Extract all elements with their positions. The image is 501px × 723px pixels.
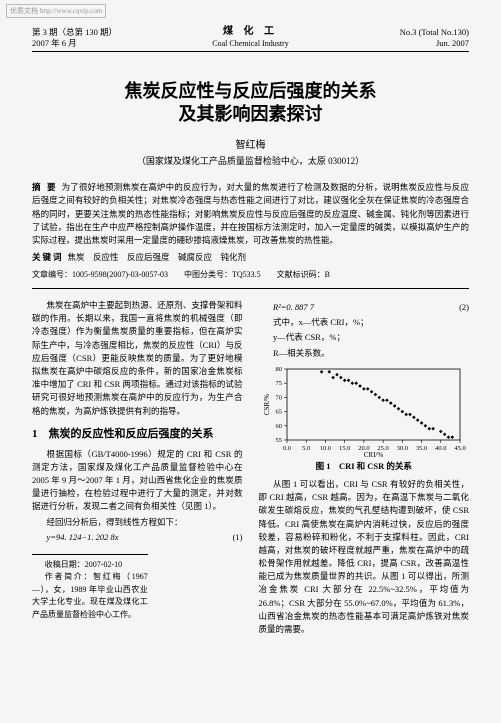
svg-text:35.0: 35.0 [416,445,427,452]
figure-1: 0.05.010.015.020.025.030.035.040.045.055… [259,363,470,473]
keyword-text: 焦炭 反应性 反应后强度 碱腐反应 钝化剂 [68,252,247,262]
footnote: 收稿日期：2007-02-10 作者简介：智红梅（1967—），女，1989 年… [32,554,148,621]
variable-def: y—代表 CSR，%； [273,331,469,344]
equation-body: y=94. 124−1. 202 8x [46,531,118,544]
paragraph: 经回归分析后，得到线性方程如下： [32,516,243,529]
title-line-2: 及其影响因素探讨 [32,103,469,126]
variable-def: R—相关系数。 [273,347,469,360]
scatter-chart: 0.05.010.015.020.025.030.035.040.045.055… [261,363,466,458]
equation-number: (1) [233,531,243,544]
svg-text:60: 60 [276,423,283,430]
svg-text:CRI/%: CRI/% [364,451,384,458]
running-header: 第 3 期（总第 130 期） 2007 年 6 月 煤 化 工 Coal Ch… [32,26,469,52]
svg-text:75: 75 [276,380,283,387]
paragraph: 根据国标（GB/T4000-1996）规定的 CRI 和 CSR 的测定方法，国… [32,448,243,514]
svg-text:80: 80 [276,366,283,373]
abstract-label: 摘 要 [32,182,58,192]
svg-text:55: 55 [276,437,283,444]
right-column: R²=0. 887 7 (2) 式中，x—代表 CRI，%； y—代表 CSR，… [259,299,470,638]
paragraph: 从图 1 可以看出，CRI 与 CSR 有较好的负相关性，即 CRI 越高，CS… [259,478,470,636]
svg-text:10.0: 10.0 [320,445,331,452]
journal-title-cn: 煤 化 工 [157,26,344,39]
rule [32,288,469,289]
paragraph: 焦炭在高炉中主要起到热源、还原剂、支撑骨架和料碳的作用。长期以来，我国一直将焦炭… [32,299,243,418]
equation-number: (2) [459,301,469,314]
svg-text:30.0: 30.0 [397,445,408,452]
keywords: 关键词焦炭 反应性 反应后强度 碱腐反应 钝化剂 [32,251,469,263]
left-column: 焦炭在高炉中主要起到热源、还原剂、支撑骨架和料碳的作用。长期以来，我国一直将焦炭… [32,299,243,638]
svg-text:5.0: 5.0 [302,445,310,452]
title-line-1: 焦炭反应性与反应后强度的关系 [32,80,469,103]
header-center: 煤 化 工 Coal Chemical Industry [157,26,344,49]
equation-body: R²=0. 887 7 [273,301,314,314]
classification-codes: 文章编号：1005-9598(2007)-03-0057-03 中图分类号：TQ… [32,269,469,280]
abstract: 摘 要为了很好地预测焦炭在高炉中的反应行为，对大量的焦炭进行了检测及数据的分析，… [32,181,469,247]
abstract-text: 为了很好地预测焦炭在高炉中的反应行为，对大量的焦炭进行了检测及数据的分析，说明焦… [32,182,469,245]
title-block: 焦炭反应性与反应后强度的关系 及其影响因素探讨 智红梅 （国家煤及煤化工产品质量… [32,80,469,168]
article-title: 焦炭反应性与反应后强度的关系 及其影响因素探讨 [32,80,469,127]
header-left: 第 3 期（总第 130 期） 2007 年 6 月 [32,27,157,48]
svg-text:45.0: 45.0 [455,445,466,452]
journal-title-en: Coal Chemical Industry [157,39,344,49]
issue-number-en: No.3 (Total No.130) [344,27,469,38]
equation: R²=0. 887 7 (2) [273,301,469,314]
issue-date: 2007 年 6 月 [32,38,157,49]
issue-number: 第 3 期（总第 130 期） [32,27,157,38]
figure-caption: 图 1 CRI 和 CSR 的关系 [259,460,470,473]
svg-text:CSR/%: CSR/% [263,394,271,415]
svg-text:0.0: 0.0 [283,445,291,452]
section-heading: 1 焦炭的反应性和反应后强度的关系 [32,426,243,443]
issue-date-en: Jun. 2007 [344,38,469,49]
svg-text:70: 70 [276,394,283,401]
body-columns: 焦炭在高炉中主要起到热源、还原剂、支撑骨架和料碳的作用。长期以来，我国一直将焦炭… [32,299,469,638]
equation: y=94. 124−1. 202 8x (1) [46,531,242,544]
variable-def: 式中，x—代表 CRI，%； [273,316,469,329]
received-date: 收稿日期：2007-02-10 [32,559,148,571]
svg-text:65: 65 [276,408,283,415]
affiliation: （国家煤及煤化工产品质量监督检验中心，太原 030012） [32,154,469,167]
author-bio: 作者简介：智红梅（1967—），女，1989 年毕业山西农业大学土化专业。现在煤… [32,571,148,621]
svg-text:40.0: 40.0 [435,445,446,452]
watermark: 优质文档 http://www.cqvip.com [6,4,106,18]
author: 智红梅 [32,136,469,151]
keyword-label: 关键词 [32,252,64,262]
header-right: No.3 (Total No.130) Jun. 2007 [344,27,469,48]
page: 优质文档 http://www.cqvip.com 第 3 期（总第 130 期… [0,0,501,723]
svg-text:15.0: 15.0 [339,445,350,452]
